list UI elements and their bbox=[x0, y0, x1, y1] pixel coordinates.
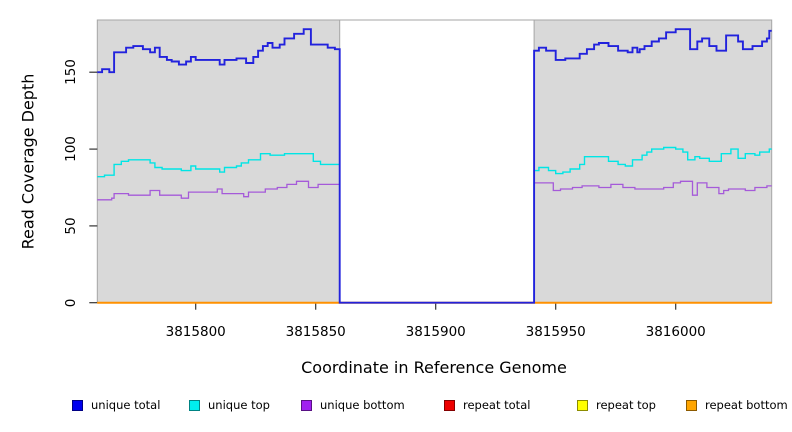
legend-swatch bbox=[72, 399, 83, 411]
legend-label: unique bottom bbox=[320, 398, 405, 412]
legend-swatch bbox=[577, 399, 588, 411]
legend-label: repeat top bbox=[596, 398, 656, 412]
series-unique-top bbox=[97, 146, 772, 304]
legend-item-unique-bottom: unique bottom bbox=[301, 396, 405, 414]
legend-label: unique top bbox=[208, 398, 270, 412]
x-tick-label: 3815900 bbox=[405, 324, 466, 340]
x-axis-title: Coordinate in Reference Genome bbox=[301, 358, 567, 377]
legend-swatch bbox=[444, 399, 455, 411]
legend-item-unique-total: unique total bbox=[72, 396, 160, 414]
legend-label: repeat total bbox=[463, 398, 531, 412]
legend-label: repeat bottom bbox=[705, 398, 788, 412]
y-tick-label: 0 bbox=[63, 298, 79, 307]
series-unique-bottom bbox=[97, 180, 772, 304]
x-tick-label: 3815950 bbox=[525, 324, 586, 340]
series-unique-total bbox=[97, 28, 772, 304]
legend-swatch bbox=[301, 399, 312, 411]
legend-item-repeat-total: repeat total bbox=[444, 396, 530, 414]
x-tick-label: 3815850 bbox=[285, 324, 346, 340]
y-tick-label: 50 bbox=[63, 217, 79, 235]
legend-label: unique total bbox=[91, 398, 161, 412]
legend-item-repeat-bottom: repeat bottom bbox=[686, 396, 788, 414]
x-tick-label: 3815800 bbox=[165, 324, 226, 340]
y-tick-label: 150 bbox=[63, 59, 79, 86]
y-tick-label: 100 bbox=[63, 136, 79, 162]
legend-swatch bbox=[686, 399, 697, 411]
legend-item-repeat-top: repeat top bbox=[577, 396, 656, 414]
plot-panel bbox=[96, 19, 341, 304]
plot-panel bbox=[533, 19, 773, 304]
legend-item-unique-top: unique top bbox=[189, 396, 270, 414]
y-axis-title: Read Coverage Depth bbox=[18, 73, 38, 250]
legend: unique total unique top unique bottom repea… bbox=[0, 396, 792, 416]
legend-swatch bbox=[189, 399, 200, 411]
x-tick-label: 3816000 bbox=[645, 324, 706, 340]
